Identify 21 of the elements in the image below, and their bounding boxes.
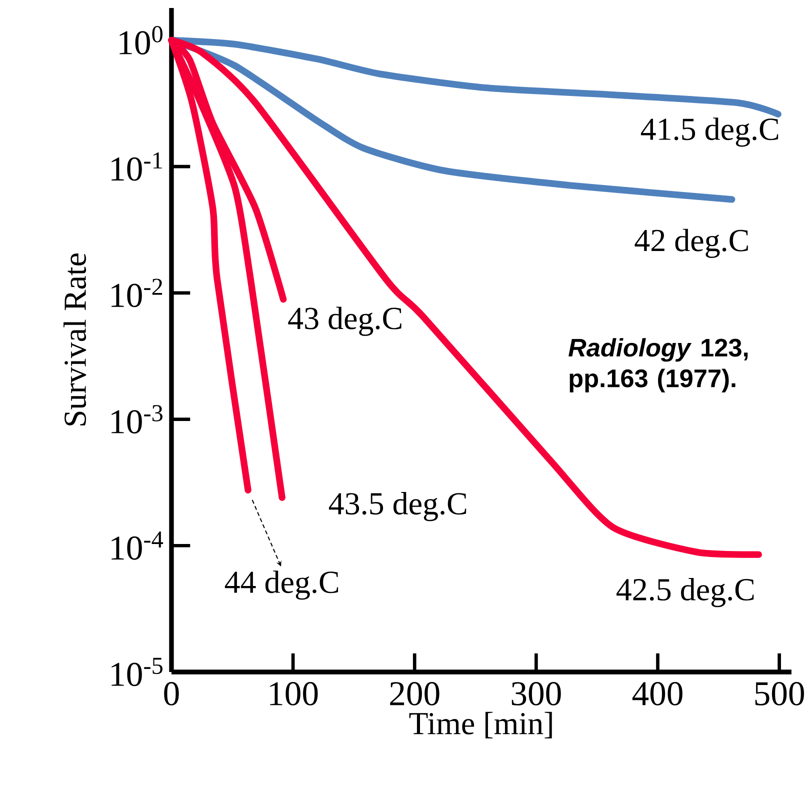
y-tick-label: 10$^{-5}$ (112, 658, 162, 686)
series-label: 42 deg.C (634, 228, 748, 258)
annotation: Radiology 123, pp.163 (1977). (568, 338, 748, 392)
y-tick-label: 10$^{-1}$ (112, 152, 162, 181)
y-axis-title: Survival Rate (64, 254, 86, 426)
series-label: 41.5 deg.C (640, 118, 778, 147)
x-tick-label: 300 (512, 682, 561, 706)
x-tick-label: 100 (270, 682, 318, 706)
series-label: 43 deg.C (288, 306, 402, 336)
y-tick-label: 10$^{0}$ (120, 26, 163, 54)
y-tick-label: 10$^{-3}$ (112, 405, 162, 434)
y-tick-label: 10$^{-2}$ (112, 278, 162, 308)
y-tick-label: 10$^{-4}$ (112, 531, 164, 560)
series-label: 43.5 deg.C (328, 492, 466, 522)
x-tick-label: 400 (632, 682, 682, 706)
x-tick-label: 0 (164, 682, 179, 706)
x-tick-label: 500 (755, 682, 804, 706)
text: 44 deg.C (224, 570, 338, 600)
x-axis-title: Time [min] (409, 712, 552, 738)
x-tick-label: 200 (390, 682, 440, 706)
series-label: 42.5 deg.C (616, 578, 754, 608)
